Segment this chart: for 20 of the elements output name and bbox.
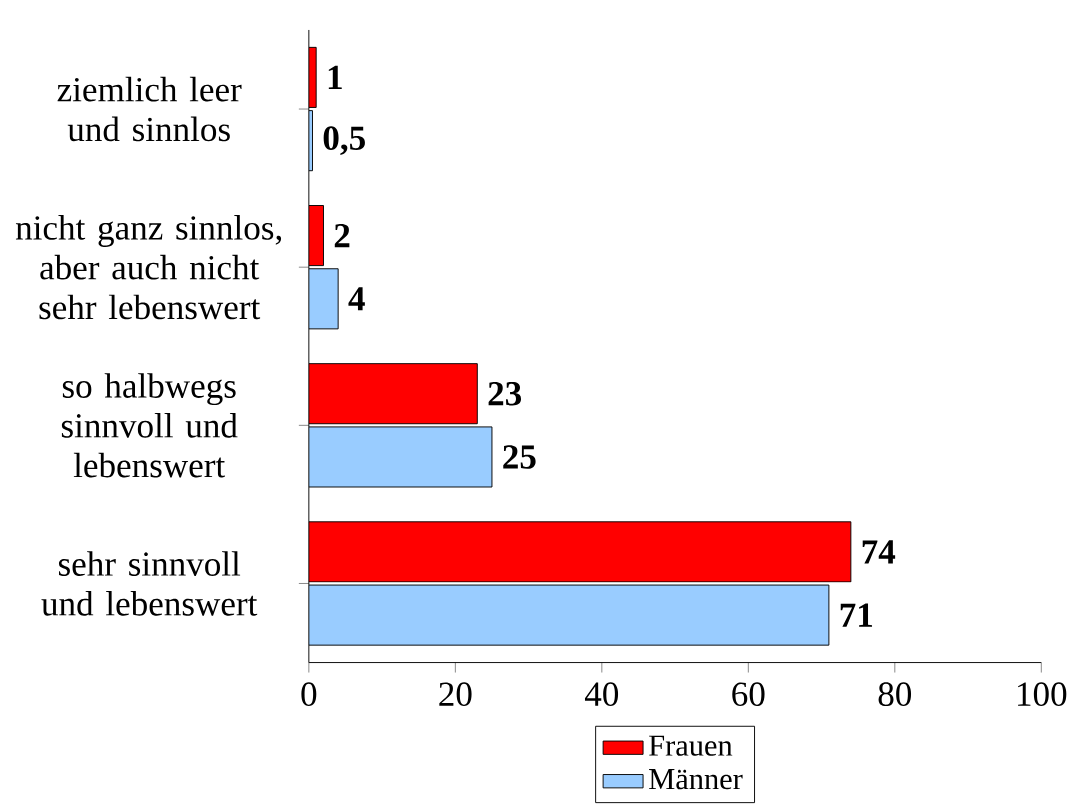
data-label: 1 <box>328 65 342 89</box>
data-label: 71 <box>840 603 873 627</box>
legend-label: Frauen <box>649 735 733 756</box>
y-tick-label: nicht ganz sinnlos, aber auch nicht sehr lebenswert <box>15 215 282 320</box>
x-tick-label: 80 <box>878 682 912 707</box>
y-tick-label: ziemlich leer und sinnlos <box>57 76 242 142</box>
y-tick-label: so halbwegs sinnvoll und lebenswert <box>61 373 238 478</box>
x-tick-label: 40 <box>584 682 619 707</box>
y-tick-label: sehr sinnvoll und lebenswert <box>41 551 258 616</box>
x-tick-label: 20 <box>439 682 472 707</box>
data-label: 2 <box>334 223 350 248</box>
x-tick-label: 0 <box>301 682 317 707</box>
legend-label: Männer <box>649 769 743 790</box>
data-label: 74 <box>862 540 896 564</box>
data-label: 0,5 <box>323 126 365 156</box>
data-label: 4 <box>348 287 365 311</box>
data-label: 23 <box>488 381 522 406</box>
x-tick-label: 100 <box>1018 682 1067 707</box>
x-tick-label: 60 <box>732 682 765 707</box>
data-label: 25 <box>503 445 536 469</box>
